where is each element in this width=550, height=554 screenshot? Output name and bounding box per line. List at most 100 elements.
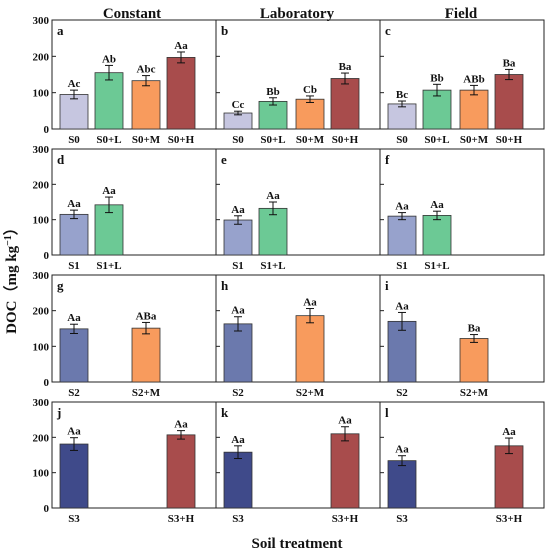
category-label: S1 xyxy=(396,260,408,272)
significance-label: Aa xyxy=(67,312,81,324)
significance-label: Aa xyxy=(430,199,444,211)
significance-label: Aa xyxy=(266,190,280,202)
category-label: S2+M xyxy=(460,387,489,399)
category-label: S3+H xyxy=(168,513,195,525)
y-tick-label: 200 xyxy=(33,179,50,191)
panel-e: e Aa S1 Aa S1+L xyxy=(215,148,381,272)
y-tick-label: 100 xyxy=(33,341,50,353)
y-tick-label: 0 xyxy=(44,377,50,389)
category-label: S1 xyxy=(68,260,80,272)
bar xyxy=(387,103,417,130)
y-tick-label: 300 xyxy=(33,144,50,156)
panel-letter: j xyxy=(56,405,61,420)
panel-j: 0 100 200 300 j Aa S3 Aa S3+H xyxy=(33,397,217,525)
panels: 0 100 200 300 a Ac S0 Ab S0+L Abc S0+M Aa S0+H b Cc S0 B… xyxy=(33,15,545,525)
y-axis-label-exponent: −1 xyxy=(3,235,14,246)
bar xyxy=(94,204,124,256)
category-label: S0+M xyxy=(132,134,161,146)
bar xyxy=(166,434,196,509)
bar xyxy=(59,328,89,383)
category-label: S0+H xyxy=(496,134,523,146)
panel-l: l Aa S3 Aa S3+H xyxy=(379,401,545,525)
bar xyxy=(94,72,124,130)
bar xyxy=(295,98,325,130)
category-label: S1 xyxy=(232,260,244,272)
panel-letter: a xyxy=(57,23,64,38)
bar xyxy=(166,57,196,130)
significance-label: Aa xyxy=(102,185,116,197)
significance-label: Aa xyxy=(395,300,409,312)
y-tick-label: 0 xyxy=(44,250,50,262)
y-tick-label: 0 xyxy=(44,503,50,515)
y-tick-label: 100 xyxy=(33,88,50,100)
bar xyxy=(59,213,89,256)
category-label: S2 xyxy=(68,387,80,399)
y-tick-label: 300 xyxy=(33,15,50,27)
bar xyxy=(330,78,360,130)
category-label: S2 xyxy=(232,387,244,399)
bar xyxy=(223,323,253,383)
y-tick-label: 300 xyxy=(33,397,50,409)
bar xyxy=(387,460,417,509)
significance-label: Aa xyxy=(303,297,317,309)
panel-letter: c xyxy=(385,23,391,38)
category-label: S0+M xyxy=(296,134,325,146)
y-axis-label-end: ） xyxy=(2,220,20,235)
panel-d: 0 100 200 300 d Aa S1 Aa S1+L xyxy=(33,144,217,272)
panel-letter: h xyxy=(221,278,229,293)
panel-letter: b xyxy=(221,23,228,38)
y-tick-label: 100 xyxy=(33,468,50,480)
bar xyxy=(258,207,288,256)
bar xyxy=(387,215,417,256)
significance-label: Ba xyxy=(503,57,516,69)
significance-label: Aa xyxy=(231,204,245,216)
significance-label: Aa xyxy=(502,426,516,438)
significance-label: Aa xyxy=(395,201,409,213)
significance-label: Aa xyxy=(174,419,188,431)
y-tick-label: 200 xyxy=(33,432,50,444)
category-label: S3+H xyxy=(496,513,523,525)
bar xyxy=(494,74,524,130)
significance-label: Aa xyxy=(174,40,188,52)
significance-label: Aa xyxy=(338,415,352,427)
bar xyxy=(223,219,253,256)
panel-letter: l xyxy=(385,405,389,420)
bar xyxy=(422,215,452,256)
panel-letter: k xyxy=(221,405,229,420)
significance-label: Abc xyxy=(137,64,156,76)
bar xyxy=(330,433,360,509)
panel-a: 0 100 200 300 a Ac S0 Ab S0+L Abc S0+M Aa S0+H xyxy=(33,15,217,146)
category-label: S3 xyxy=(232,513,244,525)
significance-label: Ab xyxy=(102,53,116,65)
column-title-field: Field xyxy=(445,6,478,22)
y-tick-label: 300 xyxy=(33,270,50,282)
column-titles: Constant Laboratory Field xyxy=(103,6,478,22)
bar xyxy=(223,451,253,509)
significance-label: Bb xyxy=(430,72,443,84)
y-tick-label: 200 xyxy=(33,51,50,63)
y-tick-label: 100 xyxy=(33,215,50,227)
category-label: S0 xyxy=(232,134,244,146)
panel-letter: f xyxy=(385,152,390,167)
category-label: S3 xyxy=(68,513,80,525)
panel-letter: e xyxy=(221,152,227,167)
significance-label: Aa xyxy=(231,305,245,317)
significance-label: Cc xyxy=(232,99,245,111)
category-label: S2+M xyxy=(132,387,161,399)
significance-label: Ac xyxy=(68,78,81,90)
panel-k: k Aa S3 Aa S3+H xyxy=(215,401,381,525)
panel-c: c Bc S0 Bb S0+L ABb S0+M Ba S0+H xyxy=(379,19,545,146)
panel-f: f Aa S1 Aa S1+L xyxy=(379,148,545,272)
category-label: S0+L xyxy=(260,134,285,146)
y-tick-label: 200 xyxy=(33,306,50,318)
category-label: S0 xyxy=(68,134,80,146)
bar xyxy=(494,445,524,509)
y-tick-label: 0 xyxy=(44,124,50,136)
panel-letter: g xyxy=(57,278,64,293)
bar xyxy=(295,315,325,383)
significance-label: Bc xyxy=(396,89,408,101)
panel-g: 0 100 200 300 g Aa S2 ABa S2+M xyxy=(33,270,217,399)
column-title-constant: Constant xyxy=(103,6,161,22)
